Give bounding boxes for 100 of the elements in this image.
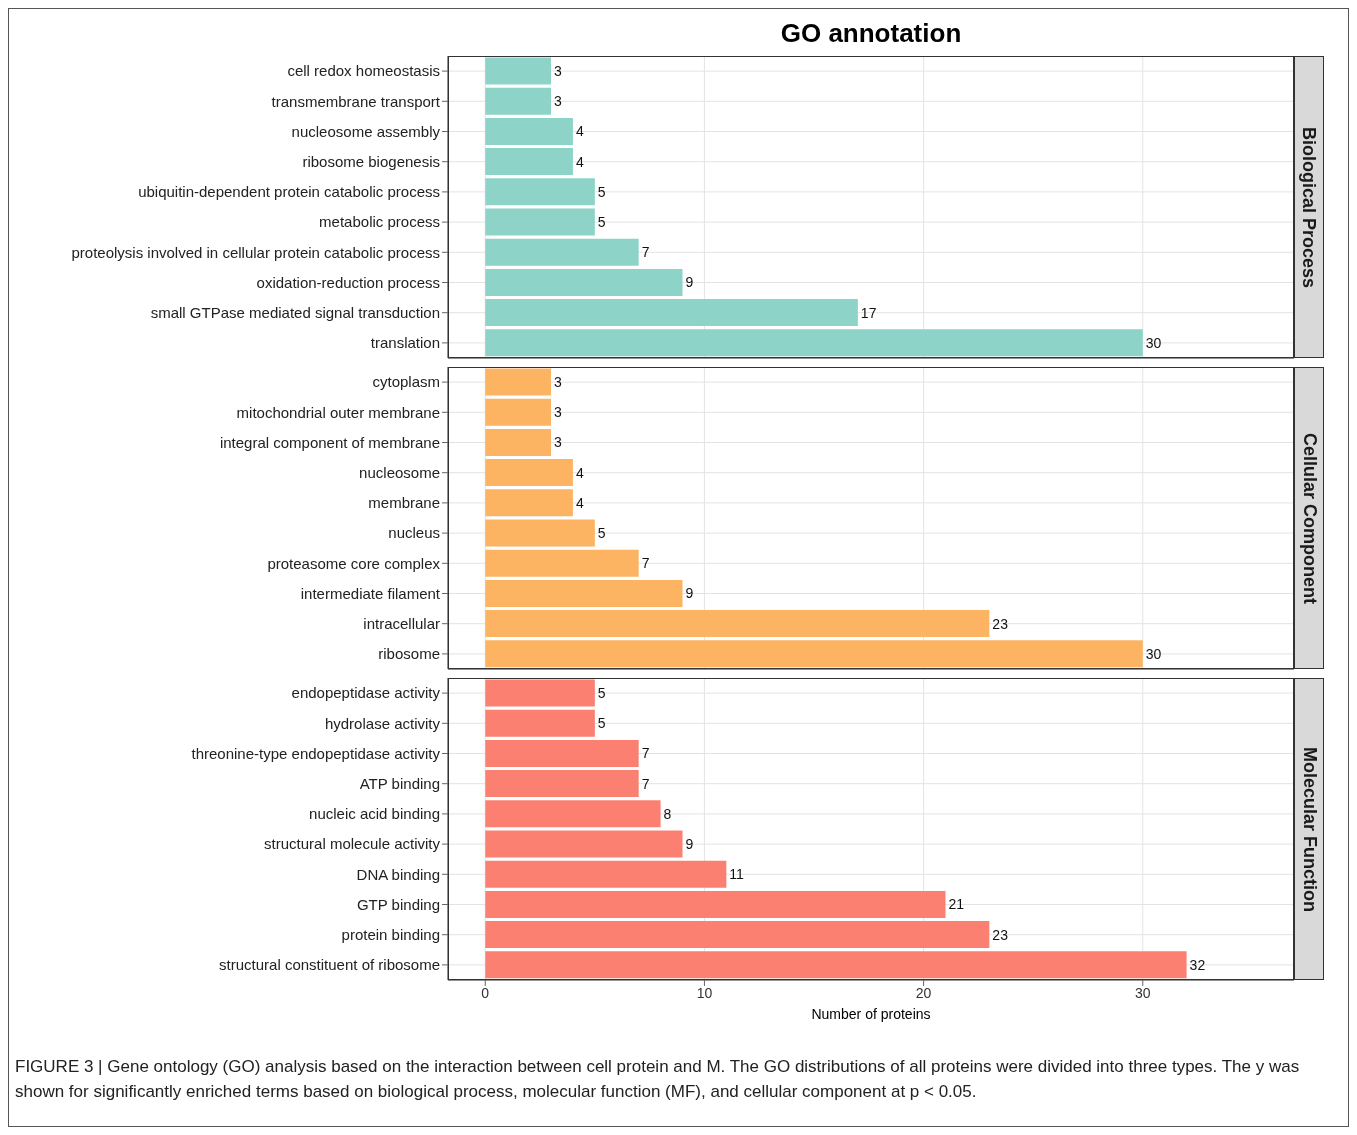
- data-label: 5: [597, 524, 606, 541]
- bar: [485, 208, 595, 236]
- y-tick-label: GTP binding: [356, 895, 440, 913]
- x-tick-label: 10: [696, 984, 713, 1001]
- bar: [485, 890, 946, 918]
- y-tick-label: ribosome: [378, 645, 440, 663]
- caption: FIGURE 3 | Gene ontology (GO) analysis based on the interaction between cell protein and M. The GO distributions of all proteins were divided into three types. The y was shown for significantly enriched terms based on biological process, molecular function (MF), and cellular component at p < 0.05.: [15, 1056, 1301, 1103]
- bar: [485, 178, 595, 206]
- y-tick-label: ubiquitin-dependent protein catabolic process: [138, 183, 440, 201]
- bar: [485, 709, 595, 737]
- data-label: 7: [641, 745, 650, 762]
- bar: [485, 679, 595, 707]
- bar: [485, 860, 727, 888]
- bar: [485, 830, 683, 858]
- data-label: 8: [663, 805, 672, 822]
- data-label: 23: [992, 615, 1009, 632]
- bar: [485, 57, 552, 85]
- text: Molecular Function: [1298, 746, 1320, 912]
- data-label: 4: [575, 153, 584, 170]
- bar: [485, 87, 552, 115]
- y-tick-label: structural constituent of ribosome: [219, 956, 440, 974]
- bar: [485, 921, 990, 949]
- data-label: 4: [575, 494, 584, 511]
- data-label: 5: [597, 213, 606, 230]
- data-label: 32: [1189, 956, 1206, 973]
- data-label: 3: [554, 62, 563, 79]
- y-tick-label: endopeptidase activity: [291, 684, 441, 702]
- data-label: 9: [685, 835, 694, 852]
- bar: [485, 238, 639, 266]
- data-label: 4: [575, 123, 584, 140]
- y-tick-label: DNA binding: [356, 865, 440, 883]
- y-tick-label: hydrolase activity: [324, 714, 441, 732]
- y-tick-label: ATP binding: [359, 775, 440, 793]
- y-tick-label: cytoplasm: [372, 373, 440, 391]
- y-tick-label: nucleosome assembly: [291, 122, 441, 140]
- bar: [485, 489, 573, 517]
- data-label: 30: [1145, 334, 1162, 351]
- data-label: 23: [992, 926, 1009, 943]
- bar: [485, 579, 683, 607]
- y-tick-label: transmembrane transport: [271, 92, 441, 110]
- y-tick-label: oxidation-reduction process: [256, 273, 440, 291]
- data-label: 3: [554, 373, 563, 390]
- bar: [485, 329, 1143, 357]
- bar: [485, 117, 573, 145]
- text: Biological Process: [1298, 126, 1320, 288]
- x-tick-label: 30: [1134, 984, 1151, 1001]
- y-tick-label: proteolysis involved in cellular protein catabolic process: [71, 243, 440, 261]
- data-label: 17: [860, 304, 877, 321]
- data-label: 9: [685, 585, 694, 602]
- y-tick-label: intermediate filament: [300, 584, 441, 602]
- data-label: 7: [641, 555, 650, 572]
- data-label: 5: [597, 183, 606, 200]
- text: Cellular Component: [1298, 432, 1320, 604]
- bar: [485, 770, 639, 798]
- data-label: 5: [597, 715, 606, 732]
- data-label: 30: [1145, 645, 1162, 662]
- y-tick-label: metabolic process: [319, 213, 440, 231]
- bar: [485, 428, 552, 456]
- bar: [485, 549, 639, 577]
- data-label: 11: [729, 866, 745, 883]
- bar: [485, 148, 573, 176]
- data-label: 4: [575, 464, 584, 481]
- bar: [485, 368, 552, 396]
- bar: [485, 951, 1187, 979]
- y-tick-label: integral component of membrane: [219, 433, 440, 451]
- bar: [485, 610, 990, 638]
- y-tick-label: ribosome biogenesis: [302, 153, 440, 171]
- y-tick-label: membrane: [368, 494, 440, 512]
- data-label: 7: [641, 244, 650, 261]
- data-label: 21: [948, 896, 965, 913]
- y-tick-label: nucleus: [388, 524, 440, 542]
- data-label: 3: [554, 93, 563, 110]
- data-label: 9: [685, 274, 694, 291]
- bar: [485, 398, 552, 426]
- bar: [485, 640, 1143, 668]
- bar: [485, 739, 639, 767]
- y-tick-label: nucleosome: [359, 464, 440, 482]
- y-tick-label: nucleic acid binding: [309, 805, 440, 823]
- data-label: 3: [554, 434, 563, 451]
- x-axis-title: Number of proteins: [810, 1006, 932, 1022]
- y-tick-label: protein binding: [341, 926, 440, 944]
- y-tick-label: proteasome core complex: [267, 554, 441, 572]
- y-tick-label: translation: [370, 334, 440, 352]
- y-tick-label: threonine-type endopeptidase activity: [191, 744, 441, 762]
- data-label: 3: [554, 404, 563, 421]
- y-tick-label: cell redox homeostasis: [287, 62, 440, 80]
- chart-title: GO annotation: [779, 18, 963, 49]
- bar: [485, 800, 661, 828]
- bar: [485, 268, 683, 296]
- bar: [485, 299, 858, 327]
- x-tick-label: 20: [915, 984, 932, 1001]
- y-tick-label: mitochondrial outer membrane: [236, 403, 440, 421]
- y-tick-label: structural molecule activity: [264, 835, 441, 853]
- y-tick-label: intracellular: [363, 615, 440, 633]
- x-tick-label: 0: [481, 984, 490, 1001]
- bar: [485, 519, 595, 547]
- data-label: 7: [641, 775, 650, 792]
- data-label: 5: [597, 684, 606, 701]
- y-tick-label: small GTPase mediated signal transduction: [150, 304, 440, 322]
- bar: [485, 459, 573, 487]
